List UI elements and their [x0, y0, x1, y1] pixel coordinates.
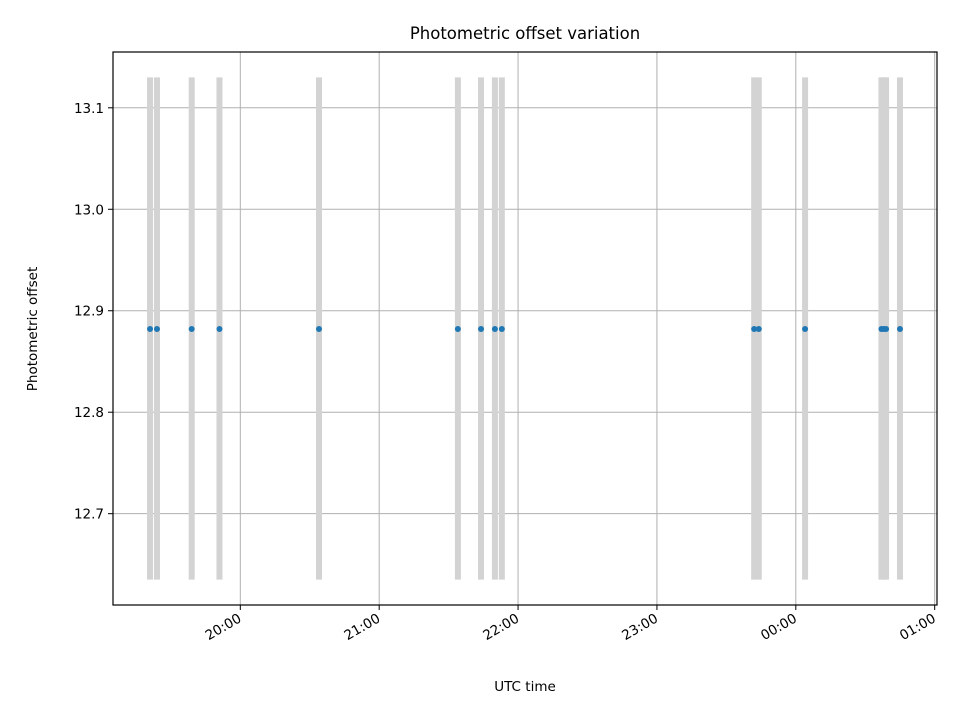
data-points	[147, 326, 903, 333]
y-tick-label: 13.0	[74, 202, 104, 218]
chart-title: Photometric offset variation	[410, 24, 640, 43]
data-point	[147, 326, 154, 333]
data-point	[883, 326, 890, 333]
plot-frame	[112, 51, 938, 606]
data-point	[188, 326, 195, 333]
data-point	[153, 326, 160, 333]
data-point	[316, 326, 322, 333]
y-tick-label: 12.9	[74, 304, 104, 320]
x-axis-label: UTC time	[494, 679, 556, 695]
data-point	[491, 326, 498, 333]
data-point	[498, 326, 505, 333]
data-point	[896, 326, 903, 333]
data-point	[802, 326, 809, 333]
data-point	[216, 326, 223, 333]
data-point	[454, 326, 461, 333]
y-tick-label: 13.1	[74, 101, 104, 117]
data-point	[478, 326, 485, 333]
data-point	[755, 326, 762, 333]
y-tick-label: 12.7	[74, 507, 104, 523]
y-axis-label: Photometric offset	[25, 267, 41, 391]
data-point	[751, 326, 758, 333]
y-tick-label: 12.8	[74, 405, 104, 421]
grid	[113, 52, 937, 605]
